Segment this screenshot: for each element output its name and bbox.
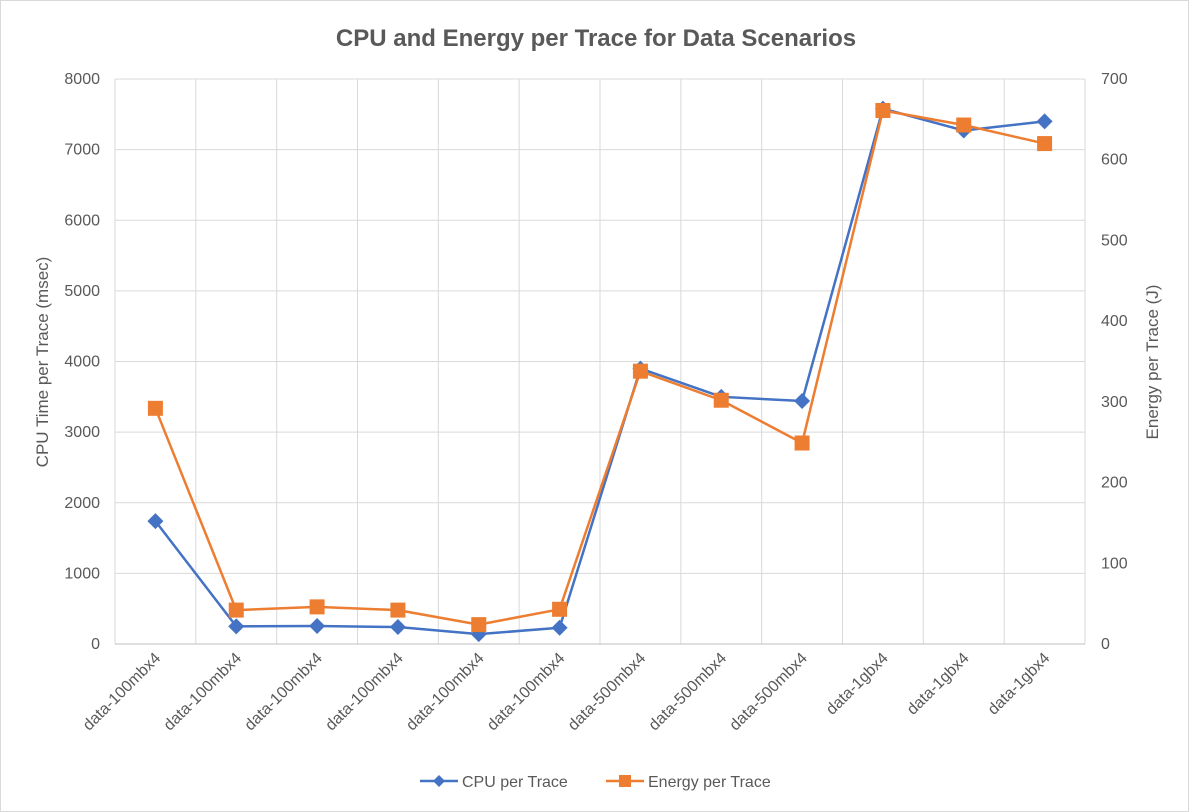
x-tick-label: data-100mbx4 [484, 650, 568, 734]
y2-tick-label: 200 [1101, 475, 1128, 492]
energy-point [956, 117, 972, 133]
y-tick-label: 7000 [64, 142, 100, 159]
x-tick-label: data-500mbx4 [646, 650, 730, 734]
gridlines [114, 78, 1086, 645]
energy-point [390, 602, 406, 618]
y2-tick-label: 600 [1101, 152, 1128, 169]
y2-axis-title: Energy per Trace (J) [1143, 285, 1162, 440]
y-tick-label: 1000 [64, 565, 100, 582]
x-tick-label: data-100mbx4 [161, 650, 245, 734]
legend-marker [433, 775, 445, 787]
x-tick-label: data-500mbx4 [727, 650, 811, 734]
x-tick-label: data-100mbx4 [80, 650, 164, 734]
x-tick-label: data-1gbx4 [904, 650, 973, 719]
y-tick-label: 8000 [64, 71, 100, 88]
energy-point [147, 400, 163, 416]
cpu-point [389, 619, 406, 636]
y-tick-label: 4000 [64, 354, 100, 371]
y-tick-label: 2000 [64, 495, 100, 512]
y2-tick-label: 100 [1101, 555, 1128, 572]
y2-tick-label: 300 [1101, 394, 1128, 411]
x-tick-label: data-100mbx4 [322, 650, 406, 734]
chart-title: CPU and Energy per Trace for Data Scenar… [336, 25, 856, 52]
series-line-energy [154, 109, 1045, 626]
x-tick-label: data-100mbx4 [403, 650, 487, 734]
energy-point [471, 617, 487, 633]
energy-point [228, 602, 244, 618]
cpu-point [794, 393, 811, 410]
energy-point [632, 363, 648, 379]
cpu-point [551, 619, 568, 636]
cpu-point [228, 618, 245, 635]
y-axis-title: CPU Time per Trace (msec) [33, 257, 52, 468]
x-tick-label: data-500mbx4 [565, 650, 649, 734]
cpu-point [309, 617, 326, 634]
y-axis-right: 0 100 200 300 400 500 600 700 [1101, 71, 1128, 653]
cpu-point [1036, 113, 1053, 130]
x-tick-label: data-1gbx4 [823, 650, 892, 719]
legend-label: CPU per Trace [462, 774, 568, 791]
energy-point [552, 601, 568, 617]
energy-point [713, 392, 729, 408]
legend-marker [619, 775, 631, 787]
series-layer [147, 100, 1053, 643]
cpu-point [147, 513, 164, 530]
y-axis-left: 0 1000 2000 3000 4000 5000 6000 7000 8000 [64, 71, 100, 653]
y-tick-label: 3000 [64, 424, 100, 441]
y-tick-label: 6000 [64, 212, 100, 229]
energy-point [875, 102, 891, 118]
x-axis: data-100mbx4data-100mbx4data-100mbx4data… [80, 650, 1054, 734]
legend: CPU per Trace Energy per Trace [420, 774, 771, 791]
energy-point [794, 435, 810, 451]
y2-tick-label: 700 [1101, 71, 1128, 88]
y-tick-label: 5000 [64, 283, 100, 300]
energy-point [309, 599, 325, 615]
y2-tick-label: 0 [1101, 636, 1110, 653]
x-tick-label: data-100mbx4 [242, 650, 326, 734]
y2-tick-label: 500 [1101, 232, 1128, 249]
x-tick-label: data-1gbx4 [985, 650, 1054, 719]
legend-label: Energy per Trace [648, 774, 771, 791]
energy-point [1037, 136, 1053, 152]
y-tick-label: 0 [91, 636, 100, 653]
y2-tick-label: 400 [1101, 313, 1128, 330]
